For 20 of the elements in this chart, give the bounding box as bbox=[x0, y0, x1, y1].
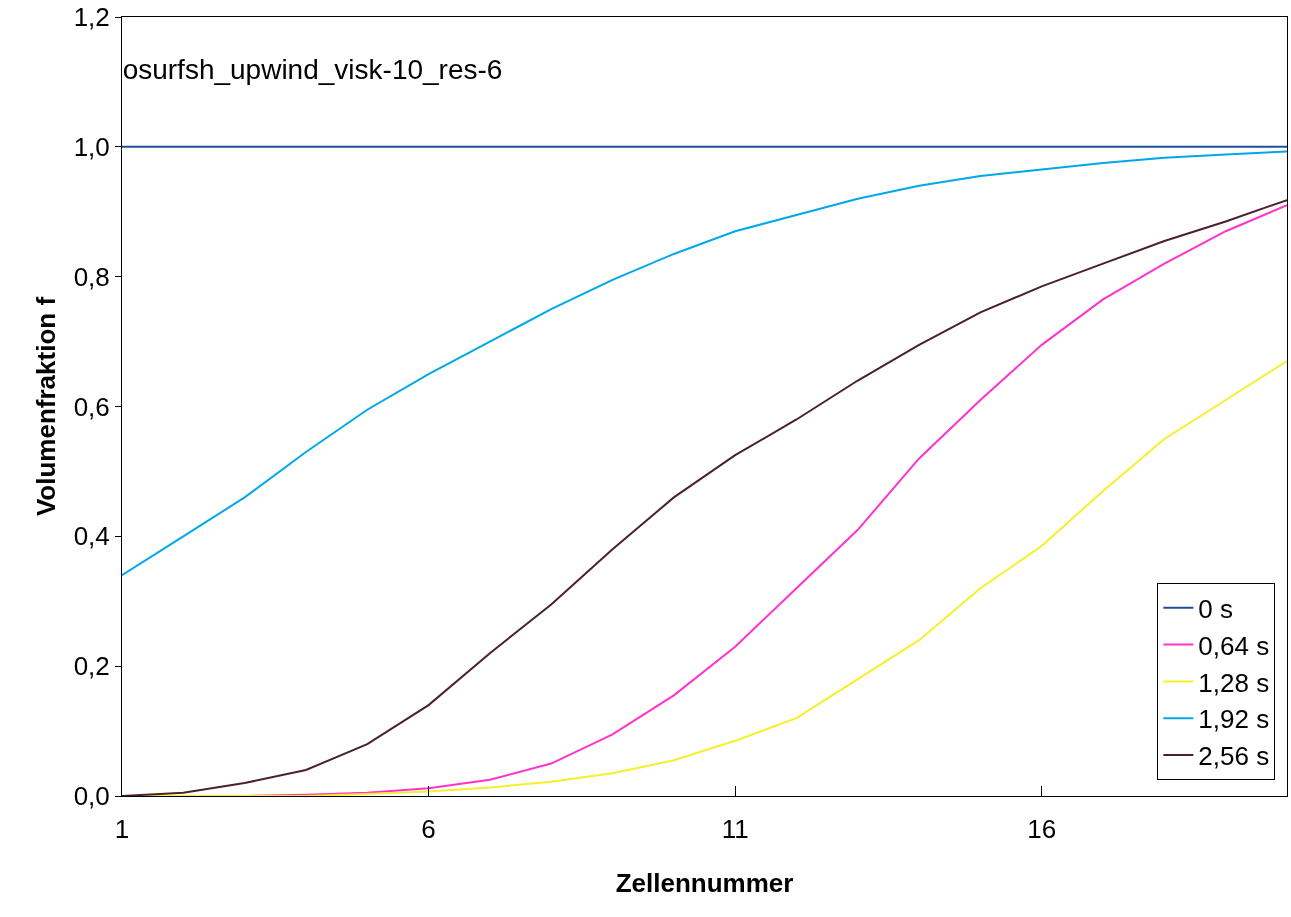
y-tick-label: 0,2 bbox=[73, 651, 110, 682]
y-axis-title: Volumenfraktion f bbox=[31, 296, 62, 517]
y-tick-label: 0,4 bbox=[73, 521, 110, 552]
legend-label: 0 s bbox=[1198, 593, 1234, 624]
y-tick-label: 0,0 bbox=[73, 781, 110, 812]
x-axis-title: Zellennummer bbox=[615, 867, 794, 898]
y-tick-label: 0,8 bbox=[73, 261, 110, 292]
y-tick-label: 1,0 bbox=[73, 131, 110, 162]
legend-label: 1,92 s bbox=[1198, 704, 1270, 735]
text: osurfsh_upwind_visk-10_res-6 bbox=[122, 53, 503, 85]
x-tick-label: 6 bbox=[421, 814, 436, 845]
x-tick-label: 1 bbox=[114, 814, 130, 845]
x-tick-label: 16 bbox=[1027, 814, 1057, 845]
legend-label: 0,64 s bbox=[1198, 630, 1270, 661]
legend-label: 2,56 s bbox=[1198, 741, 1270, 772]
y-tick-label: 1,2 bbox=[73, 2, 110, 33]
y-tick-label: 0,6 bbox=[73, 391, 110, 422]
line-series bbox=[122, 150, 1287, 577]
legend-label: 1,28 s bbox=[1198, 667, 1270, 698]
x-tick-label: 11 bbox=[721, 814, 749, 845]
